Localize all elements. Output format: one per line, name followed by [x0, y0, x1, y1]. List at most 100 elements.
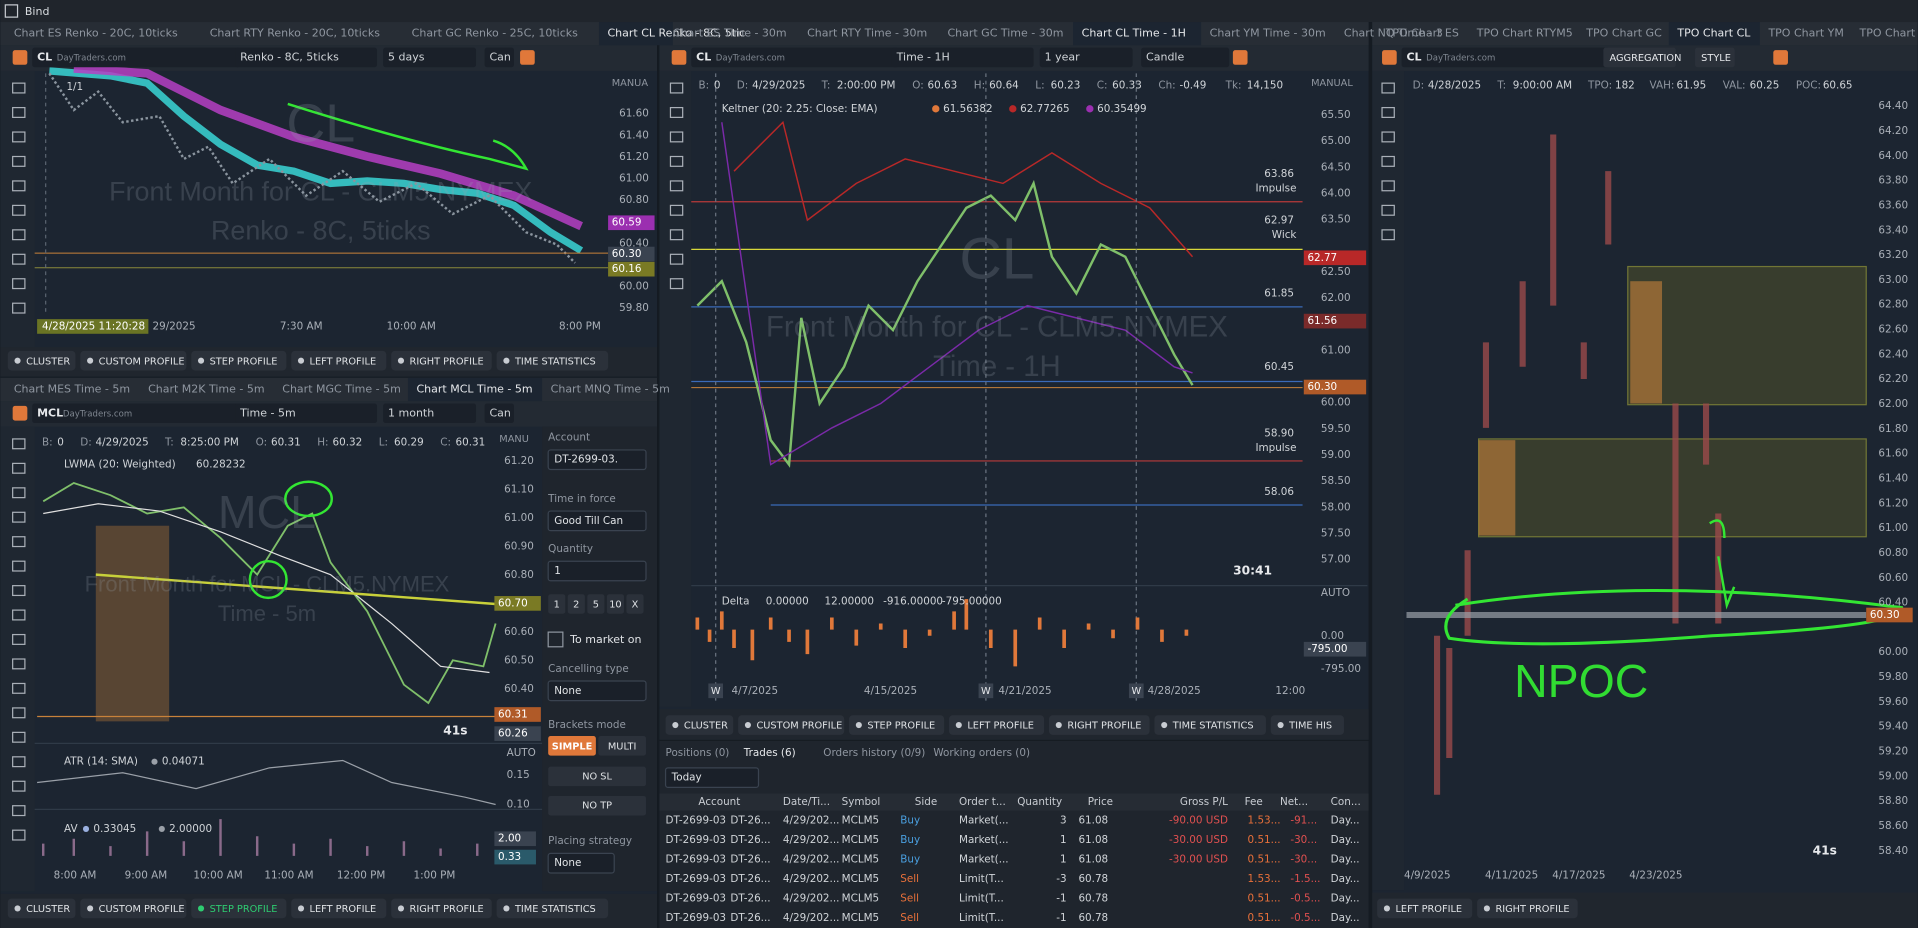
qty-button-label[interactable]: 5	[593, 600, 599, 611]
field-value[interactable]: 1	[554, 565, 561, 577]
footer-button[interactable]	[80, 898, 187, 919]
button-label[interactable]: AGGREGATION	[1609, 53, 1681, 64]
tool-icon[interactable]	[12, 780, 26, 792]
footer-button-label[interactable]: STEP PROFILE	[210, 904, 278, 915]
button-label[interactable]: NO SL	[582, 771, 612, 782]
checkbox[interactable]	[547, 631, 564, 648]
toggle-label[interactable]: SIMPLE	[552, 741, 592, 752]
tool-icon[interactable]	[12, 82, 26, 94]
footer-button[interactable]	[1477, 898, 1578, 919]
tool-icon[interactable]	[12, 204, 26, 216]
footer-button[interactable]	[1377, 898, 1473, 919]
toggle-active[interactable]	[548, 736, 596, 756]
dropdown-value[interactable]: Today	[671, 772, 702, 784]
tool-icon[interactable]	[12, 682, 26, 694]
qty-button[interactable]	[587, 594, 605, 614]
tool-icon[interactable]	[12, 609, 26, 621]
footer-button-label[interactable]: CLUSTER	[26, 904, 70, 915]
dropdown-value[interactable]: 1 year	[1045, 50, 1081, 63]
tool-icon[interactable]	[12, 585, 26, 597]
footer-button[interactable]	[738, 715, 845, 735]
tab[interactable]: Chart NQ Time - 3	[1344, 27, 1443, 40]
tool-icon[interactable]	[1381, 204, 1395, 216]
tool-icon[interactable]	[1381, 180, 1395, 192]
tool-icon[interactable]	[669, 106, 684, 118]
footer-button[interactable]	[391, 350, 492, 371]
tab[interactable]: Orders history (0/9)	[823, 747, 925, 759]
tab[interactable]: Chart GC Renko - 25C, 10ticks	[412, 27, 578, 40]
footer-button[interactable]	[191, 898, 287, 919]
footer-button[interactable]	[7, 350, 76, 371]
dropdown-value[interactable]: Renko - 8C, 5ticks	[240, 50, 339, 63]
dropdown[interactable]	[1141, 47, 1230, 68]
footer-button[interactable]	[496, 898, 609, 919]
field-value[interactable]: Good Till Can	[554, 515, 623, 527]
tool-icon[interactable]	[669, 278, 684, 290]
tab[interactable]: TPO Chart GC	[1585, 27, 1662, 40]
dropdown-value[interactable]: 1 month	[388, 406, 434, 419]
tool-icon[interactable]	[1381, 106, 1395, 118]
qty-button[interactable]	[606, 594, 624, 614]
dropdown[interactable]	[891, 47, 1034, 68]
tool-icon[interactable]	[12, 707, 26, 719]
qty-button-label[interactable]: 1	[554, 600, 560, 611]
button[interactable]	[1695, 47, 1735, 68]
field[interactable]	[547, 680, 647, 702]
tool-icon[interactable]	[12, 106, 26, 118]
toggle[interactable]	[598, 736, 646, 756]
tab[interactable]: Chart MGC Time - 5m	[282, 382, 401, 395]
qty-button[interactable]	[548, 594, 566, 614]
footer-button-label[interactable]: TIME HIS	[1288, 721, 1332, 732]
dropdown[interactable]	[1039, 47, 1133, 68]
footer-button-label[interactable]: TIME STATISTICS	[1172, 721, 1254, 732]
tool-icon[interactable]	[669, 155, 684, 167]
button[interactable]	[548, 795, 646, 816]
footer-button-label[interactable]: TIME STATISTICS	[514, 904, 596, 915]
tab[interactable]: TPO Chart N	[1859, 27, 1918, 40]
button-label[interactable]: NO TP	[582, 801, 612, 812]
footer-button[interactable]	[291, 350, 387, 371]
footer-button[interactable]	[7, 898, 76, 919]
footer-button[interactable]	[665, 715, 734, 735]
tab[interactable]: Chart GC Time - 30m	[947, 27, 1063, 40]
footer-button-label[interactable]: RIGHT PROFILE	[1067, 721, 1141, 732]
tab[interactable]: Chart RTY Renko - 20C, 10ticks	[210, 27, 381, 40]
qty-button[interactable]	[567, 594, 585, 614]
footer-button[interactable]	[80, 350, 187, 371]
footer-button-label[interactable]: LEFT PROFILE	[967, 721, 1034, 732]
tab[interactable]: Chart CL Renko - 8C, 5tic	[608, 27, 746, 40]
footer-button[interactable]	[949, 715, 1045, 735]
footer-button-label[interactable]: TIME STATISTICS	[514, 356, 596, 367]
qty-button-label[interactable]: 10	[609, 600, 621, 611]
footer-button-label[interactable]: CLUSTER	[684, 721, 728, 732]
footer-button[interactable]	[496, 350, 609, 371]
field[interactable]	[547, 560, 647, 582]
footer-button-label[interactable]: LEFT PROFILE	[1395, 904, 1462, 915]
tool-icon[interactable]	[12, 731, 26, 743]
qty-button[interactable]	[626, 594, 644, 614]
tool-icon[interactable]	[12, 302, 26, 314]
field-value[interactable]: None	[554, 685, 581, 697]
footer-button-label[interactable]: CUSTOM PROFILE	[756, 721, 842, 732]
footer-button[interactable]	[1048, 715, 1150, 735]
tool-icon[interactable]	[669, 204, 684, 216]
tool-icon[interactable]	[12, 805, 26, 817]
dropdown-value[interactable]: Time - 5m	[239, 406, 296, 419]
tab[interactable]: Chart CL Time - 1H	[1082, 27, 1186, 40]
field-value[interactable]: None	[554, 857, 581, 869]
tool-icon[interactable]	[1381, 82, 1395, 94]
tab[interactable]: Chart RTY Time - 30m	[807, 27, 927, 40]
tab[interactable]: Chart M2K Time - 5m	[148, 382, 265, 395]
toggle-label[interactable]: MULTI	[608, 741, 637, 752]
tool-icon[interactable]	[12, 756, 26, 768]
tool-icon[interactable]	[1381, 229, 1395, 241]
tool-icon[interactable]	[669, 229, 684, 241]
footer-button-label[interactable]: STEP PROFILE	[867, 721, 935, 732]
tool-icon[interactable]	[669, 180, 684, 192]
dropdown[interactable]	[383, 403, 477, 424]
dropdown-value[interactable]: Candle	[1146, 50, 1184, 63]
tool-icon[interactable]	[12, 278, 26, 290]
tool-icon[interactable]	[12, 155, 26, 167]
qty-button-label[interactable]: X	[632, 600, 639, 611]
tool-icon[interactable]	[669, 253, 684, 265]
